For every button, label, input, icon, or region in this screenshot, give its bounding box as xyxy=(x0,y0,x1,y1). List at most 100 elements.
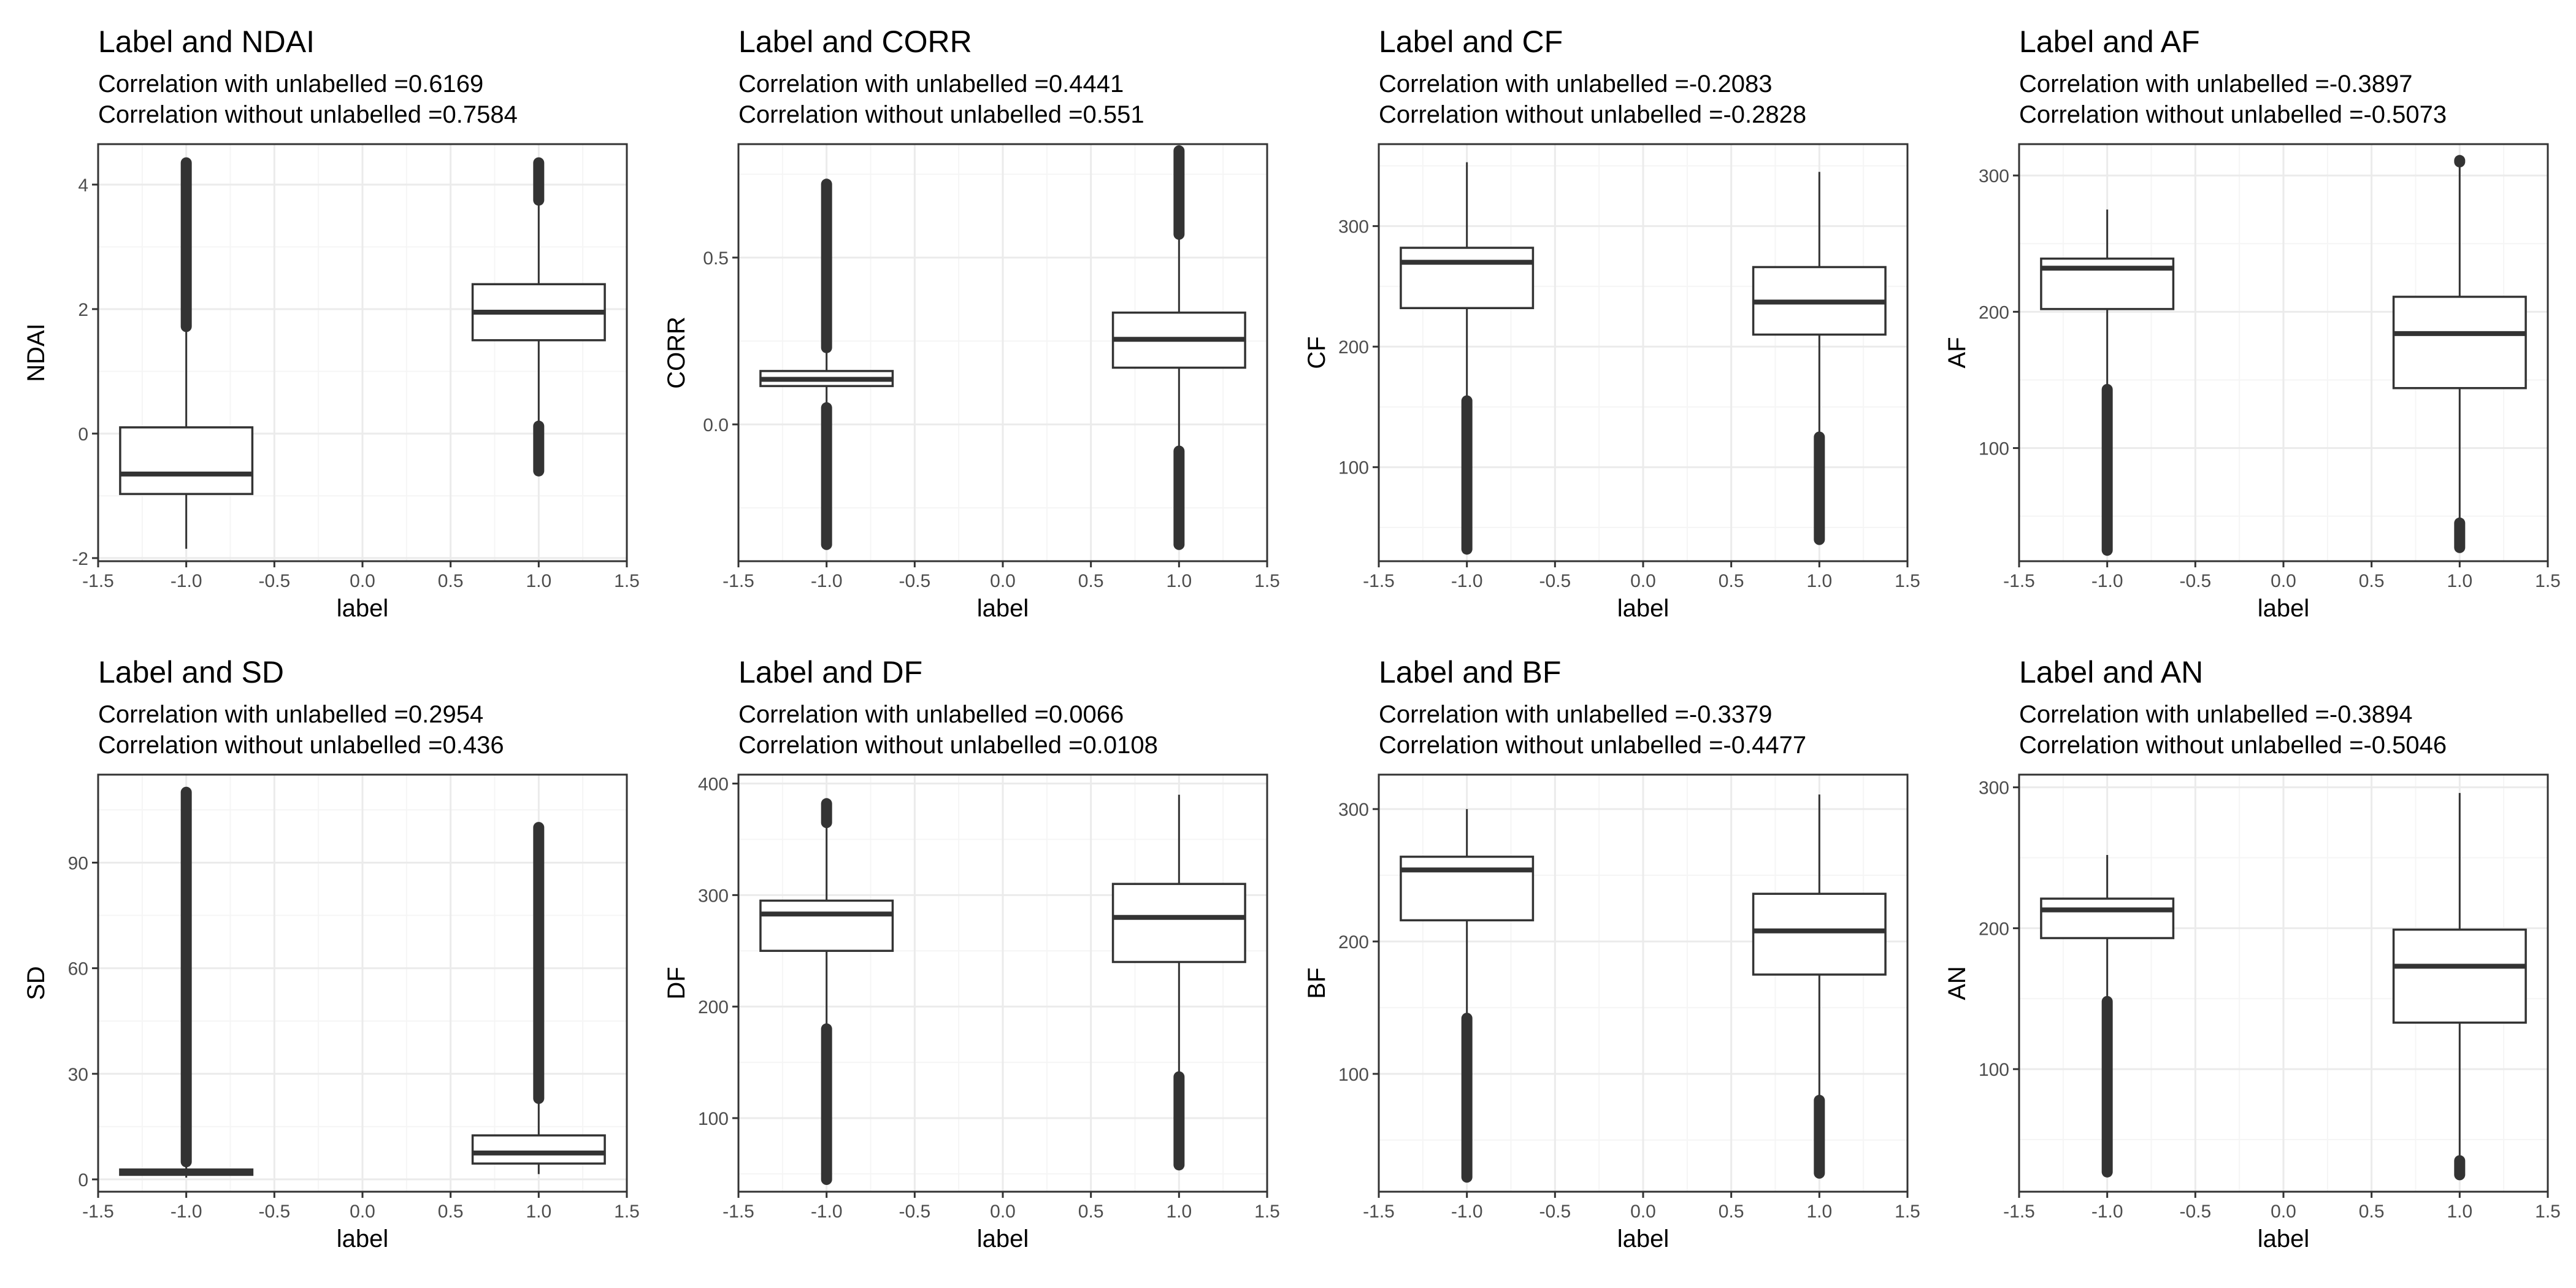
x-tick-label: 1.5 xyxy=(1254,1202,1280,1222)
correlation-with-unlabelled: Correlation with unlabelled =0.4441 xyxy=(738,71,1124,98)
boxplot-group-pos1 xyxy=(2392,792,2527,1181)
y-tick-label: 200 xyxy=(1979,302,2009,323)
x-tick-label: 1.0 xyxy=(1166,571,1192,591)
x-tick-label: 0.0 xyxy=(1630,571,1656,591)
x-tick-label: 1.0 xyxy=(526,1202,551,1222)
y-axis-label: CORR xyxy=(663,316,690,389)
x-tick-label: 1.5 xyxy=(2535,571,2561,591)
x-tick-label: -0.5 xyxy=(1539,1202,1571,1222)
chart-title: Label and SD xyxy=(98,655,284,689)
chart-title: Label and CORR xyxy=(738,25,972,59)
y-axis-label: AN xyxy=(1944,966,1971,1000)
x-tick-label: -0.5 xyxy=(258,1202,290,1222)
x-tick-label: -1.5 xyxy=(723,571,754,591)
boxplot-group-neg1 xyxy=(1400,162,1535,555)
y-tick-label: 200 xyxy=(1338,337,1369,358)
boxplot-group-pos1 xyxy=(471,157,606,477)
boxplot-group-neg1 xyxy=(2040,209,2175,556)
y-tick-label: 0.0 xyxy=(703,415,729,435)
y-tick-label: 100 xyxy=(1338,1065,1369,1085)
x-tick-label: 1.0 xyxy=(526,571,551,591)
x-tick-label: 0.5 xyxy=(438,1202,464,1222)
y-tick-label: 30 xyxy=(68,1065,88,1085)
x-tick-label: -0.5 xyxy=(2179,571,2211,591)
y-axis-label: NDAI xyxy=(23,323,50,382)
x-tick-label: -1.5 xyxy=(2003,1202,2035,1222)
y-axis-label: SD xyxy=(23,966,50,1000)
box-iqr xyxy=(2040,897,2175,940)
chart-panel-bf: Label and BF Correlation with unlabelled … xyxy=(1303,655,1920,1252)
boxplot-group-pos1 xyxy=(2392,155,2527,553)
x-tick-label: 1.5 xyxy=(614,1202,640,1222)
y-tick-label: 100 xyxy=(698,1109,729,1129)
y-tick-label: 0.5 xyxy=(703,248,729,269)
correlation-with-unlabelled: Correlation with unlabelled =0.0066 xyxy=(738,701,1124,728)
chart-panel-ndai: Label and NDAI Correlation with unlabelle… xyxy=(23,25,640,622)
chart-panel-corr: Label and CORR Correlation with unlabelle… xyxy=(663,25,1280,622)
x-tick-label: 0.5 xyxy=(1719,571,1744,591)
chart-title: Label and BF xyxy=(1379,655,1561,689)
boxplot-group-pos1 xyxy=(1111,794,1246,1171)
x-axis-label: label xyxy=(1617,595,1669,622)
x-tick-label: 1.0 xyxy=(1806,1202,1832,1222)
y-tick-label: 0 xyxy=(78,1170,88,1190)
chart-panel-af: Label and AF Correlation with unlabelled … xyxy=(1944,25,2561,622)
boxplot-group-pos1 xyxy=(1111,145,1246,550)
x-tick-label: -0.5 xyxy=(2179,1202,2211,1222)
x-axis-label: label xyxy=(2258,1225,2310,1252)
y-tick-label: 0 xyxy=(78,424,88,445)
x-tick-label: 0.0 xyxy=(1630,1202,1656,1222)
correlation-with-unlabelled: Correlation with unlabelled =-0.3894 xyxy=(2019,701,2413,728)
box-iqr xyxy=(119,426,254,496)
boxplot-group-neg1 xyxy=(1400,809,1535,1183)
y-tick-label: 4 xyxy=(78,175,88,196)
x-tick-label: 1.0 xyxy=(1806,571,1832,591)
x-tick-label: 0.0 xyxy=(990,571,1016,591)
chart-panel-sd: Label and SD Correlation with unlabelled … xyxy=(23,655,640,1252)
y-tick-label: 300 xyxy=(1979,166,2009,186)
boxplot-group-neg1 xyxy=(759,178,894,550)
y-tick-label: 300 xyxy=(1979,778,2009,799)
correlation-without-unlabelled: Correlation without unlabelled =-0.5046 xyxy=(2019,732,2447,759)
correlation-without-unlabelled: Correlation without unlabelled =0.551 xyxy=(738,101,1144,128)
correlation-with-unlabelled: Correlation with unlabelled =0.6169 xyxy=(98,71,483,98)
y-axis-label: AF xyxy=(1944,337,1971,368)
box-iqr xyxy=(1752,892,1887,976)
chart-title: Label and DF xyxy=(738,655,922,689)
boxplot-group-neg1 xyxy=(119,157,254,549)
y-axis-label: DF xyxy=(663,967,690,999)
boxplot-group-neg1 xyxy=(2040,854,2175,1178)
x-tick-label: -1.0 xyxy=(171,1202,202,1222)
y-tick-label: -2 xyxy=(72,549,88,569)
x-tick-label: 0.0 xyxy=(2271,1202,2296,1222)
boxplot-group-neg1 xyxy=(759,798,894,1185)
x-tick-label: -1.0 xyxy=(811,1202,843,1222)
x-tick-label: -1.0 xyxy=(171,571,202,591)
x-tick-label: 0.5 xyxy=(1719,1202,1744,1222)
x-axis-label: label xyxy=(337,1225,389,1252)
correlation-with-unlabelled: Correlation with unlabelled =0.2954 xyxy=(98,701,483,728)
box-iqr xyxy=(471,1134,606,1165)
x-tick-label: -1.5 xyxy=(82,1202,114,1222)
x-tick-label: 0.5 xyxy=(438,571,464,591)
x-tick-label: -1.5 xyxy=(1363,1202,1395,1222)
y-tick-label: 200 xyxy=(1338,932,1369,953)
x-tick-label: -0.5 xyxy=(258,571,290,591)
x-tick-label: -1.5 xyxy=(82,571,114,591)
y-tick-label: 300 xyxy=(1338,800,1369,820)
boxplot-group-neg1 xyxy=(119,786,254,1178)
y-tick-label: 300 xyxy=(698,886,729,906)
x-tick-label: -1.0 xyxy=(2091,571,2123,591)
y-tick-label: 400 xyxy=(698,775,729,795)
x-axis-label: label xyxy=(1617,1225,1669,1252)
correlation-with-unlabelled: Correlation with unlabelled =-0.2083 xyxy=(1379,71,1773,98)
x-tick-label: -0.5 xyxy=(1539,571,1571,591)
correlation-without-unlabelled: Correlation without unlabelled =0.436 xyxy=(98,732,504,759)
x-tick-label: 1.5 xyxy=(614,571,640,591)
correlation-with-unlabelled: Correlation with unlabelled =-0.3379 xyxy=(1379,701,1773,728)
y-axis-label: BF xyxy=(1303,967,1330,999)
x-tick-label: 1.5 xyxy=(1254,571,1280,591)
x-tick-label: 1.0 xyxy=(1166,1202,1192,1222)
x-tick-label: -1.0 xyxy=(1451,571,1483,591)
